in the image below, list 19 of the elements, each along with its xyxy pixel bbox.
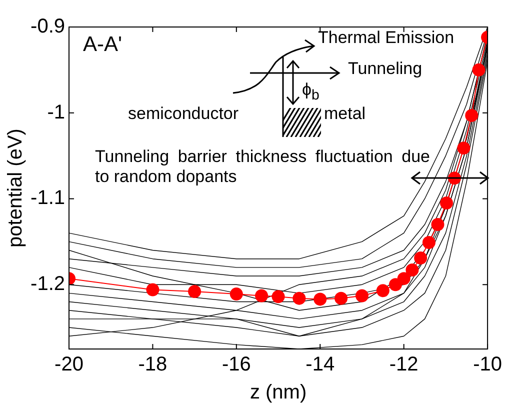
x-tick-label: -16 (222, 354, 251, 376)
x-tick-label: -14 (306, 354, 335, 376)
y-tick-label: -1.2 (30, 273, 65, 296)
y-axis-title: potential (eV) (4, 128, 27, 248)
x-tick-label: -10 (473, 354, 502, 376)
x-tick-label: -20 (54, 354, 84, 376)
annotation: semiconductor (128, 104, 239, 124)
annotation: A-A' (83, 33, 122, 58)
y-tick-label: -1.1 (30, 187, 65, 210)
x-tick-label: -18 (138, 354, 168, 376)
annotation: Tunneling barrier thickness fluctuation due to random dopants (95, 147, 430, 186)
annotation: ϕ$_{b}$ (302, 80, 320, 104)
annotation: Tunneling (348, 59, 422, 79)
y-tick-label: -0.9 (30, 16, 65, 38)
annotation: metal (324, 104, 366, 124)
x-tick-label: -12 (389, 354, 418, 376)
x-axis-title: z (nm) (250, 382, 307, 404)
annotation: Thermal Emission (318, 28, 454, 48)
y-tick-label: -1 (47, 101, 65, 124)
